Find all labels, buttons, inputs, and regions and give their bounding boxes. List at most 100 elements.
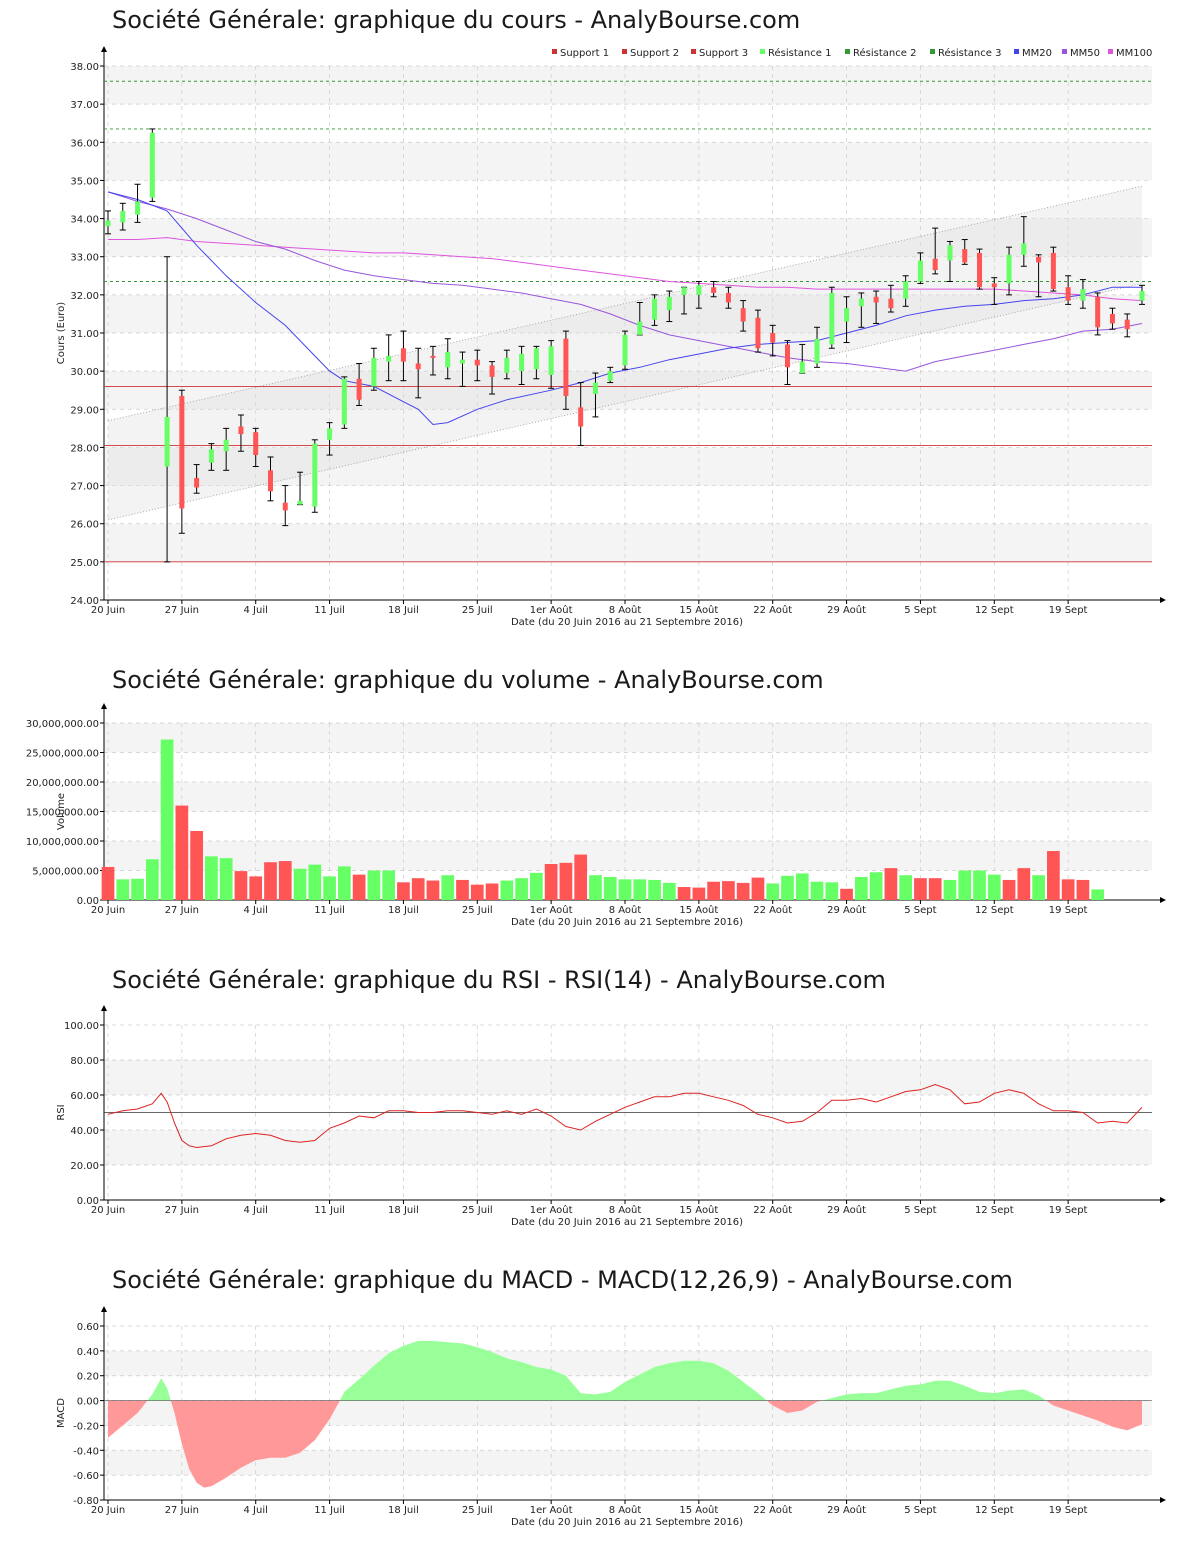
x-tick-label: 25 Juil (462, 1505, 493, 1516)
x-tick-label: 20 Juin (91, 1505, 125, 1516)
volume-bar (559, 862, 573, 900)
candle-body (844, 308, 850, 322)
legend-label: Résistance 2 (853, 47, 916, 59)
candle-body (622, 334, 628, 366)
candle-body (1021, 243, 1027, 255)
volume-bar (751, 877, 765, 900)
volume-bar (352, 874, 366, 900)
candle-body (1065, 287, 1071, 301)
x-tick-label: 5 Sept (904, 905, 936, 916)
candle-body (1006, 254, 1012, 284)
volume-bar (840, 888, 853, 900)
candle-body (223, 439, 229, 452)
candle-body (386, 355, 392, 362)
volume-bar (1002, 879, 1016, 900)
candle-body (164, 416, 170, 467)
volume-bar (441, 875, 455, 900)
y-tick-label: 25.00 (70, 558, 99, 569)
candle-body (770, 333, 776, 343)
volume-bar (692, 887, 706, 900)
x-tick-label: 25 Juil (462, 1205, 493, 1216)
candle-body (977, 252, 983, 288)
grid-band (104, 523, 1152, 562)
volume-bar (766, 883, 780, 900)
grid-band (104, 1060, 1152, 1095)
legend-label: Résistance 3 (938, 47, 1001, 59)
volume-bar (175, 805, 189, 900)
candle-body (120, 210, 126, 223)
candle-body (592, 382, 598, 395)
y-tick-label: -0.40 (73, 1446, 99, 1457)
y-tick-label: 5,000,000.00 (32, 867, 99, 878)
y-tick-label: 20.00 (70, 1161, 99, 1172)
candle-body (445, 352, 451, 368)
grid-band (104, 142, 1152, 181)
y-tick-label: 38.00 (70, 62, 99, 73)
x-tick-label: 27 Juin (165, 1505, 199, 1516)
x-tick-label: 22 Août (753, 604, 792, 616)
x-axis-arrow (1160, 1197, 1166, 1203)
volume-bar (1032, 875, 1045, 900)
candle-body (666, 296, 672, 311)
y-tick-label: 60.00 (70, 1091, 99, 1102)
legend-swatch (622, 49, 627, 54)
y-axis-label: Volume (56, 793, 67, 830)
x-tick-label: 18 Juil (388, 1205, 419, 1216)
candle-body (253, 432, 259, 456)
candle-body (888, 298, 894, 309)
volume-bar (810, 881, 824, 900)
volume-bar (1047, 851, 1060, 900)
candle-body (430, 355, 436, 358)
macd-positive-area (822, 1380, 1046, 1401)
candle-body (652, 298, 658, 320)
volume-bar (618, 879, 632, 900)
volume-bar (234, 871, 248, 900)
y-tick-label: 25,000,000.00 (26, 749, 99, 760)
volume-bar (160, 739, 174, 900)
volume-bar (426, 880, 440, 900)
y-tick-label: 29.00 (70, 405, 99, 416)
grid-band (104, 1130, 1152, 1165)
candle-body (607, 371, 613, 381)
candle-body (947, 245, 953, 261)
macd-negative-area (108, 1400, 148, 1438)
candle-body (1036, 256, 1042, 263)
volume-bar (987, 874, 1001, 900)
grid-band (104, 333, 1152, 372)
y-tick-label: 0.00 (77, 1397, 99, 1408)
volume-bar (914, 878, 927, 900)
volume-bar (530, 872, 543, 900)
x-tick-label: 15 Août (679, 1204, 718, 1216)
grid-band (104, 1165, 1152, 1200)
grid-band (104, 485, 1152, 524)
volume-bar (574, 854, 588, 900)
y-tick-label: 31.00 (70, 329, 99, 340)
y-axis-arrow (101, 1306, 107, 1312)
candle-body (1080, 289, 1086, 301)
volume-bar (145, 859, 159, 900)
macd-negative-area (1046, 1400, 1142, 1431)
rsi-line (107, 1083, 1143, 1149)
candle-body (799, 361, 805, 374)
candle-body (267, 470, 273, 492)
x-tick-label: 11 Juil (314, 1205, 345, 1216)
volume-bar (485, 883, 499, 900)
candle-body (829, 292, 835, 345)
y-tick-label: 0.20 (77, 1372, 99, 1383)
candle-body (637, 321, 643, 335)
y-tick-label: 80.00 (70, 1056, 99, 1067)
candle-body (903, 281, 909, 299)
y-tick-label: 0.60 (77, 1322, 99, 1333)
x-tick-label: 1er Août (530, 604, 573, 616)
volume-bar (411, 878, 425, 900)
macd-chart-title: Société Générale: graphique du MACD - MA… (112, 1266, 1013, 1294)
grid-band (104, 1025, 1152, 1060)
volume-bar (648, 879, 661, 900)
y-tick-label: -0.60 (73, 1471, 99, 1482)
x-tick-label: 4 Juil (244, 605, 268, 616)
volume-bar (943, 879, 957, 900)
macd-chart: -0.80 -0.60 -0.40 -0.20 0.00 0.20 0.40 0.60 20 J… (56, 1306, 1166, 1528)
candle-body (1095, 296, 1101, 328)
legend-label: Support 1 (560, 48, 609, 59)
macd-panel: Société Générale: graphique du MACD - MA… (0, 1260, 1200, 1550)
